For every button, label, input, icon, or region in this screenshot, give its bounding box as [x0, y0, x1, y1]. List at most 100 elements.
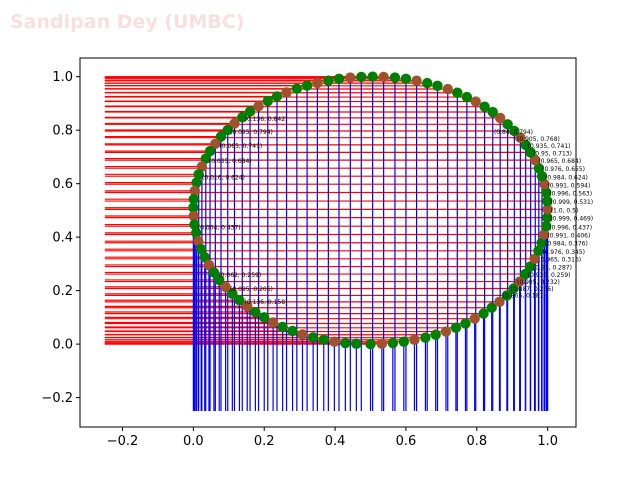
data-point [214, 274, 225, 286]
data-point [387, 337, 399, 349]
y-tick-label: 1.0 [52, 70, 73, 85]
data-point [450, 322, 462, 333]
data-point [479, 101, 490, 112]
axes-frame [79, 57, 577, 428]
data-point [376, 338, 388, 350]
data-point [542, 195, 553, 207]
point-label: (0.95, 0.287) [533, 264, 572, 271]
data-point [409, 334, 420, 346]
data-point [461, 91, 473, 103]
data-point [188, 193, 199, 205]
data-point [494, 296, 505, 308]
point-label: (0.136, 0.842) [245, 116, 288, 123]
data-point [515, 132, 526, 143]
point-label: (0.935, 0.741) [528, 143, 571, 150]
data-point [188, 210, 199, 222]
point-label: (1.0, 0.5) [551, 207, 579, 214]
data-point [538, 229, 550, 240]
data-point [501, 290, 513, 301]
x-tick-label: 0.8 [466, 434, 487, 449]
point-label: (0.996, 0.437) [549, 224, 592, 231]
x-tick-label: 0.6 [396, 434, 417, 449]
data-point [191, 177, 202, 188]
point-label: (0.887, 0.206) [511, 286, 554, 293]
data-point [318, 334, 329, 346]
x-tick-label: 0.2 [254, 434, 275, 449]
data-point [333, 73, 345, 85]
data-point [281, 87, 292, 98]
point-label: (0.95, 0.713) [533, 150, 572, 157]
data-point [340, 337, 351, 349]
data-points [188, 71, 553, 350]
data-point [378, 71, 389, 83]
point-label: (0.999, 0.469) [550, 216, 593, 223]
y-tick-label: 0.8 [52, 124, 73, 139]
data-point [536, 237, 547, 248]
data-point [312, 77, 323, 89]
data-point [367, 71, 378, 82]
data-point [520, 268, 531, 280]
data-point [389, 72, 401, 83]
data-point [351, 338, 362, 350]
data-point [301, 80, 313, 91]
data-point [430, 329, 441, 340]
x-tick-label: 1.0 [537, 434, 558, 449]
point-label: (0.996, 0.563) [549, 191, 592, 198]
data-point [509, 125, 520, 137]
y-tick-label: 0.4 [52, 231, 73, 246]
point-label: (0.991, 0.406) [547, 233, 590, 240]
data-point [262, 95, 273, 107]
data-point [440, 326, 452, 337]
y-tick-label: 0.2 [52, 284, 73, 299]
data-point [469, 313, 480, 324]
data-point [250, 306, 261, 318]
point-label: (0.965, 0.316) [538, 257, 581, 264]
data-point [208, 267, 220, 278]
horizontal-lines [104, 76, 548, 345]
data-point [400, 73, 412, 85]
point-label: (0.136, 0.158) [245, 299, 288, 306]
data-point [508, 283, 519, 294]
data-point [525, 147, 536, 158]
point-label: (0.84, 0.794) [494, 129, 533, 136]
data-point [203, 259, 215, 271]
data-point [486, 302, 497, 313]
data-point [356, 71, 367, 83]
point-label: (0.035, 0.684) [209, 158, 252, 165]
data-point [533, 245, 544, 256]
data-point [478, 308, 489, 319]
point-label: (0.062, 0.259) [218, 272, 261, 279]
data-point [542, 212, 553, 223]
point-label: (0.095, 0.206) [230, 286, 273, 293]
data-point [220, 281, 231, 293]
data-point [502, 119, 513, 130]
data-point [193, 235, 204, 247]
data-point [520, 139, 531, 151]
data-point [189, 185, 200, 197]
point-label: (0.905, 0.768) [517, 136, 560, 143]
data-point [420, 332, 431, 343]
data-point [227, 288, 238, 300]
data-point [529, 253, 540, 265]
x-tick-label: 0.4 [325, 434, 346, 449]
data-point [222, 124, 233, 136]
data-point [530, 154, 541, 166]
point-label: (0.065, 0.741) [219, 143, 262, 150]
data-point [287, 325, 298, 337]
point-label: (0.905, 0.232) [517, 279, 560, 286]
data-point [411, 75, 422, 86]
data-point [200, 153, 211, 164]
point-label: (0.965, 0.684) [538, 158, 581, 165]
data-point [460, 318, 471, 329]
data-point [253, 100, 264, 112]
point-label: (0.095, 0.794) [230, 129, 273, 136]
data-point [323, 75, 334, 86]
data-point [470, 96, 481, 107]
point-labels: (0.136, 0.158) (0.095, 0.206) (0.062, 0.25… [198, 116, 593, 306]
data-point [188, 202, 199, 213]
x-axis-ticks: −0.2 0.0 0.2 0.4 0.6 0.8 1.0 [107, 427, 558, 449]
point-label: (0.004, 0.437) [198, 224, 241, 231]
data-point [541, 220, 552, 232]
data-point [536, 170, 548, 182]
